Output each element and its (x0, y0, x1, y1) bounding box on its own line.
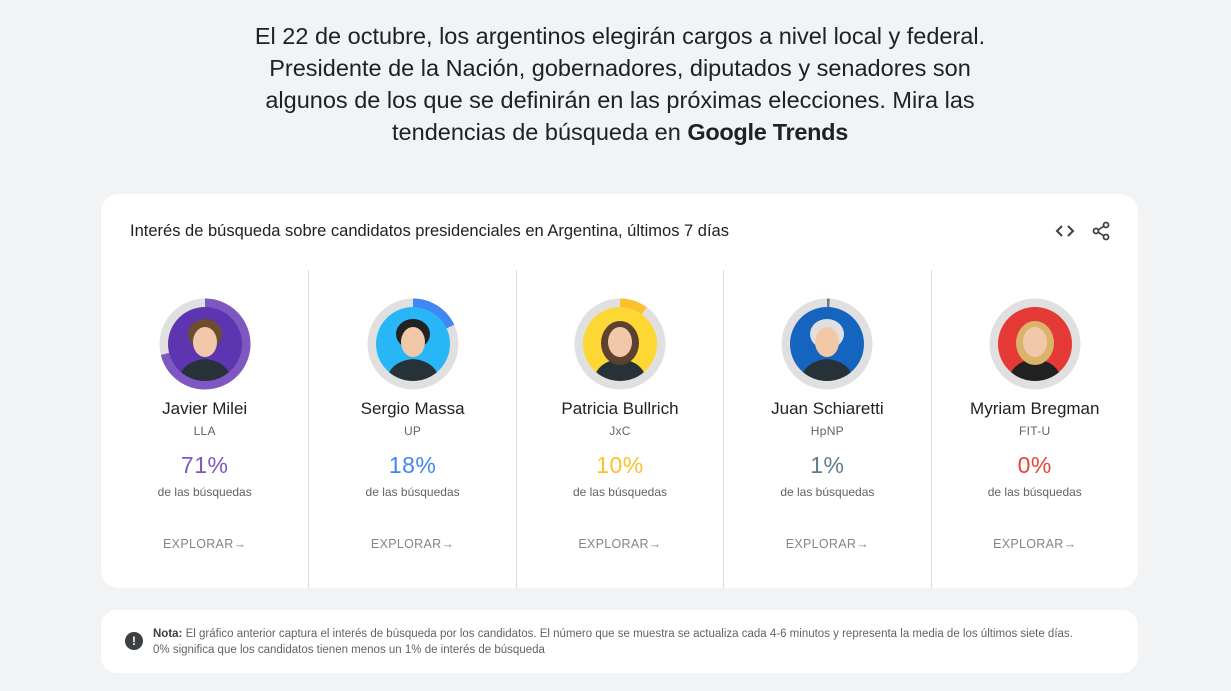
portrait-body (592, 359, 647, 381)
card-actions (1054, 220, 1112, 242)
note-text: Nota: El gráfico anterior captura el int… (153, 626, 1083, 658)
ring-share-arc (574, 298, 666, 390)
arrow-right-icon: → (233, 537, 247, 551)
search-percent: 0% (1017, 452, 1052, 478)
portrait-face (192, 327, 217, 357)
candidates-card: Interés de búsqueda sobre candidatos pre… (101, 194, 1138, 588)
portrait-illustration (592, 321, 647, 381)
share-ring-graphic (989, 298, 1081, 390)
candidate-avatar (167, 307, 242, 381)
candidate-name: Sergio Massa (360, 399, 465, 418)
search-percent: 1% (810, 452, 845, 478)
candidate-avatar (790, 307, 865, 381)
code-icon[interactable] (1054, 220, 1076, 242)
candidate-party: HpNP (810, 424, 844, 438)
explore-link[interactable]: EXPLORAR→ (578, 537, 662, 551)
intro-paragraph: El 22 de octubre, los argentinos elegirá… (230, 20, 1010, 148)
note-box: ! Nota: El gráfico anterior captura el i… (101, 610, 1138, 673)
share-ring (367, 298, 459, 390)
share-ring-graphic (574, 298, 666, 390)
candidate-party: UP (403, 424, 422, 438)
portrait-body (800, 359, 855, 381)
search-percent-label: de las búsquedas (780, 485, 875, 499)
ring-track (989, 298, 1081, 390)
portrait-body (177, 359, 232, 381)
ring-share-arc (159, 298, 251, 390)
portrait-body (385, 359, 440, 381)
explore-link[interactable]: EXPLORAR→ (785, 537, 870, 551)
arrow-right-icon: → (1063, 537, 1077, 551)
portrait-face (815, 327, 840, 357)
candidate-party: LLA (193, 424, 216, 438)
portrait-face (400, 327, 425, 357)
candidate-card: Juan Schiaretti HpNP 1% de las búsquedas… (723, 270, 930, 588)
search-percent: 71% (180, 452, 229, 478)
candidate-list: Javier Milei LLA 71% de las búsquedas EX… (101, 270, 1138, 588)
search-percent: 18% (388, 452, 437, 478)
share-ring (159, 298, 251, 390)
candidate-card: Patricia Bullrich JxC 10% de las búsqued… (515, 270, 723, 588)
candidate-card: Myriam Bregman FIT-U 0% de las búsquedas… (930, 270, 1138, 588)
candidate-name: Javier Milei (162, 399, 248, 418)
note-body: El gráfico anterior captura el interés d… (153, 628, 1073, 656)
search-percent-label: de las búsquedas (572, 485, 668, 499)
candidate-name: Juan Schiaretti (771, 399, 884, 418)
portrait-face (1022, 327, 1047, 357)
candidate-avatar (375, 307, 450, 381)
arrow-right-icon: → (856, 537, 870, 551)
candidate-avatar (582, 307, 657, 381)
explore-link[interactable]: EXPLORAR→ (993, 537, 1077, 551)
share-ring-graphic (159, 298, 251, 390)
portrait-illustration (1007, 321, 1062, 381)
share-icon[interactable] (1090, 220, 1112, 242)
portrait-body (1007, 359, 1062, 381)
google-trends-link[interactable]: Google Trends (687, 119, 848, 145)
portrait-illustration (800, 319, 855, 381)
share-ring (989, 298, 1081, 390)
portrait-face (607, 327, 632, 357)
explore-link[interactable]: EXPLORAR→ (370, 537, 455, 551)
intro-text: El 22 de octubre, los argentinos elegirá… (254, 23, 986, 145)
candidate-avatar (997, 307, 1072, 381)
portrait-illustration (385, 319, 440, 381)
share-ring-graphic (367, 298, 459, 390)
arrow-right-icon: → (648, 537, 662, 551)
search-percent-label: de las búsquedas (365, 485, 460, 499)
info-alert-icon: ! (125, 632, 143, 650)
candidate-party: JxC (609, 424, 631, 438)
ring-share-arc (367, 298, 459, 390)
candidate-card: Javier Milei LLA 71% de las búsquedas EX… (101, 270, 308, 588)
candidate-name: Patricia Bullrich (561, 399, 679, 418)
share-ring (574, 298, 666, 390)
search-percent: 10% (596, 452, 644, 478)
share-ring (781, 298, 873, 390)
arrow-right-icon: → (441, 537, 455, 551)
search-percent-label: de las búsquedas (987, 485, 1082, 499)
candidate-name: Myriam Bregman (970, 399, 1100, 418)
note-label: Nota: (153, 628, 183, 640)
portrait-illustration (177, 319, 232, 381)
candidate-card: Sergio Massa UP 18% de las búsquedas EXP… (308, 270, 515, 588)
card-title: Interés de búsqueda sobre candidatos pre… (130, 222, 729, 240)
explore-link[interactable]: EXPLORAR→ (163, 537, 247, 551)
ring-share-arc (781, 298, 873, 390)
candidate-party: FIT-U (1019, 424, 1051, 438)
share-ring-graphic (781, 298, 873, 390)
search-percent-label: de las búsquedas (157, 485, 252, 499)
